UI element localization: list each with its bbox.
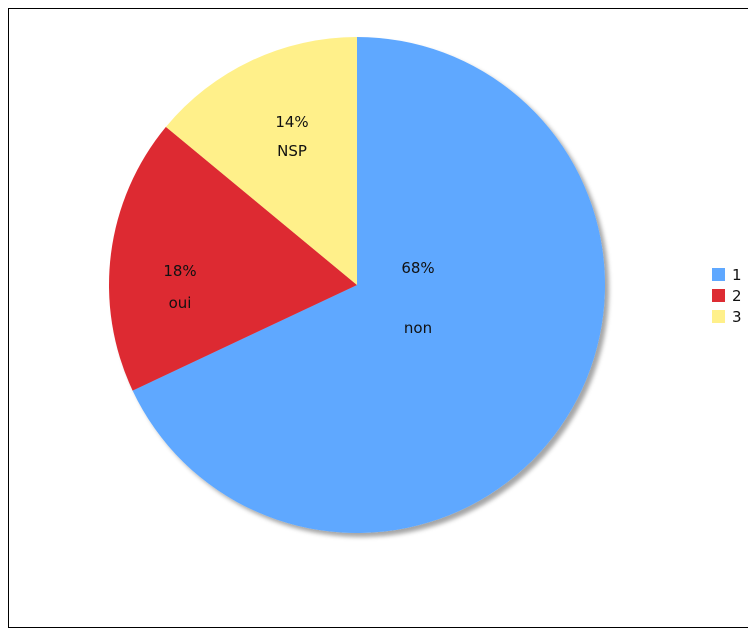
legend-swatch-3 xyxy=(712,310,725,323)
pie-chart: 68% non 18% oui 14% NSP 1 2 3 xyxy=(108,37,742,533)
pie-slice-1 xyxy=(132,37,606,533)
pie-slice-2 xyxy=(108,126,357,391)
legend-swatch-1 xyxy=(712,268,725,281)
legend-label-3: 3 xyxy=(732,308,742,326)
slice-label-2: oui xyxy=(169,294,192,312)
legend-swatch-2 xyxy=(712,289,725,302)
slice-percent-1: 68% xyxy=(401,259,434,277)
slice-label-1: non xyxy=(404,319,432,337)
pie-slice-3 xyxy=(165,37,357,285)
pie-slices xyxy=(108,37,606,533)
slice-percent-2: 18% xyxy=(163,262,196,280)
slice-percent-3: 14% xyxy=(275,113,308,131)
slice-label-3: NSP xyxy=(277,142,307,160)
legend-label-1: 1 xyxy=(732,266,742,284)
pie-labels: 68% non 18% oui 14% NSP xyxy=(163,113,434,337)
legend-label-2: 2 xyxy=(732,287,742,305)
legend: 1 2 3 xyxy=(712,266,742,326)
